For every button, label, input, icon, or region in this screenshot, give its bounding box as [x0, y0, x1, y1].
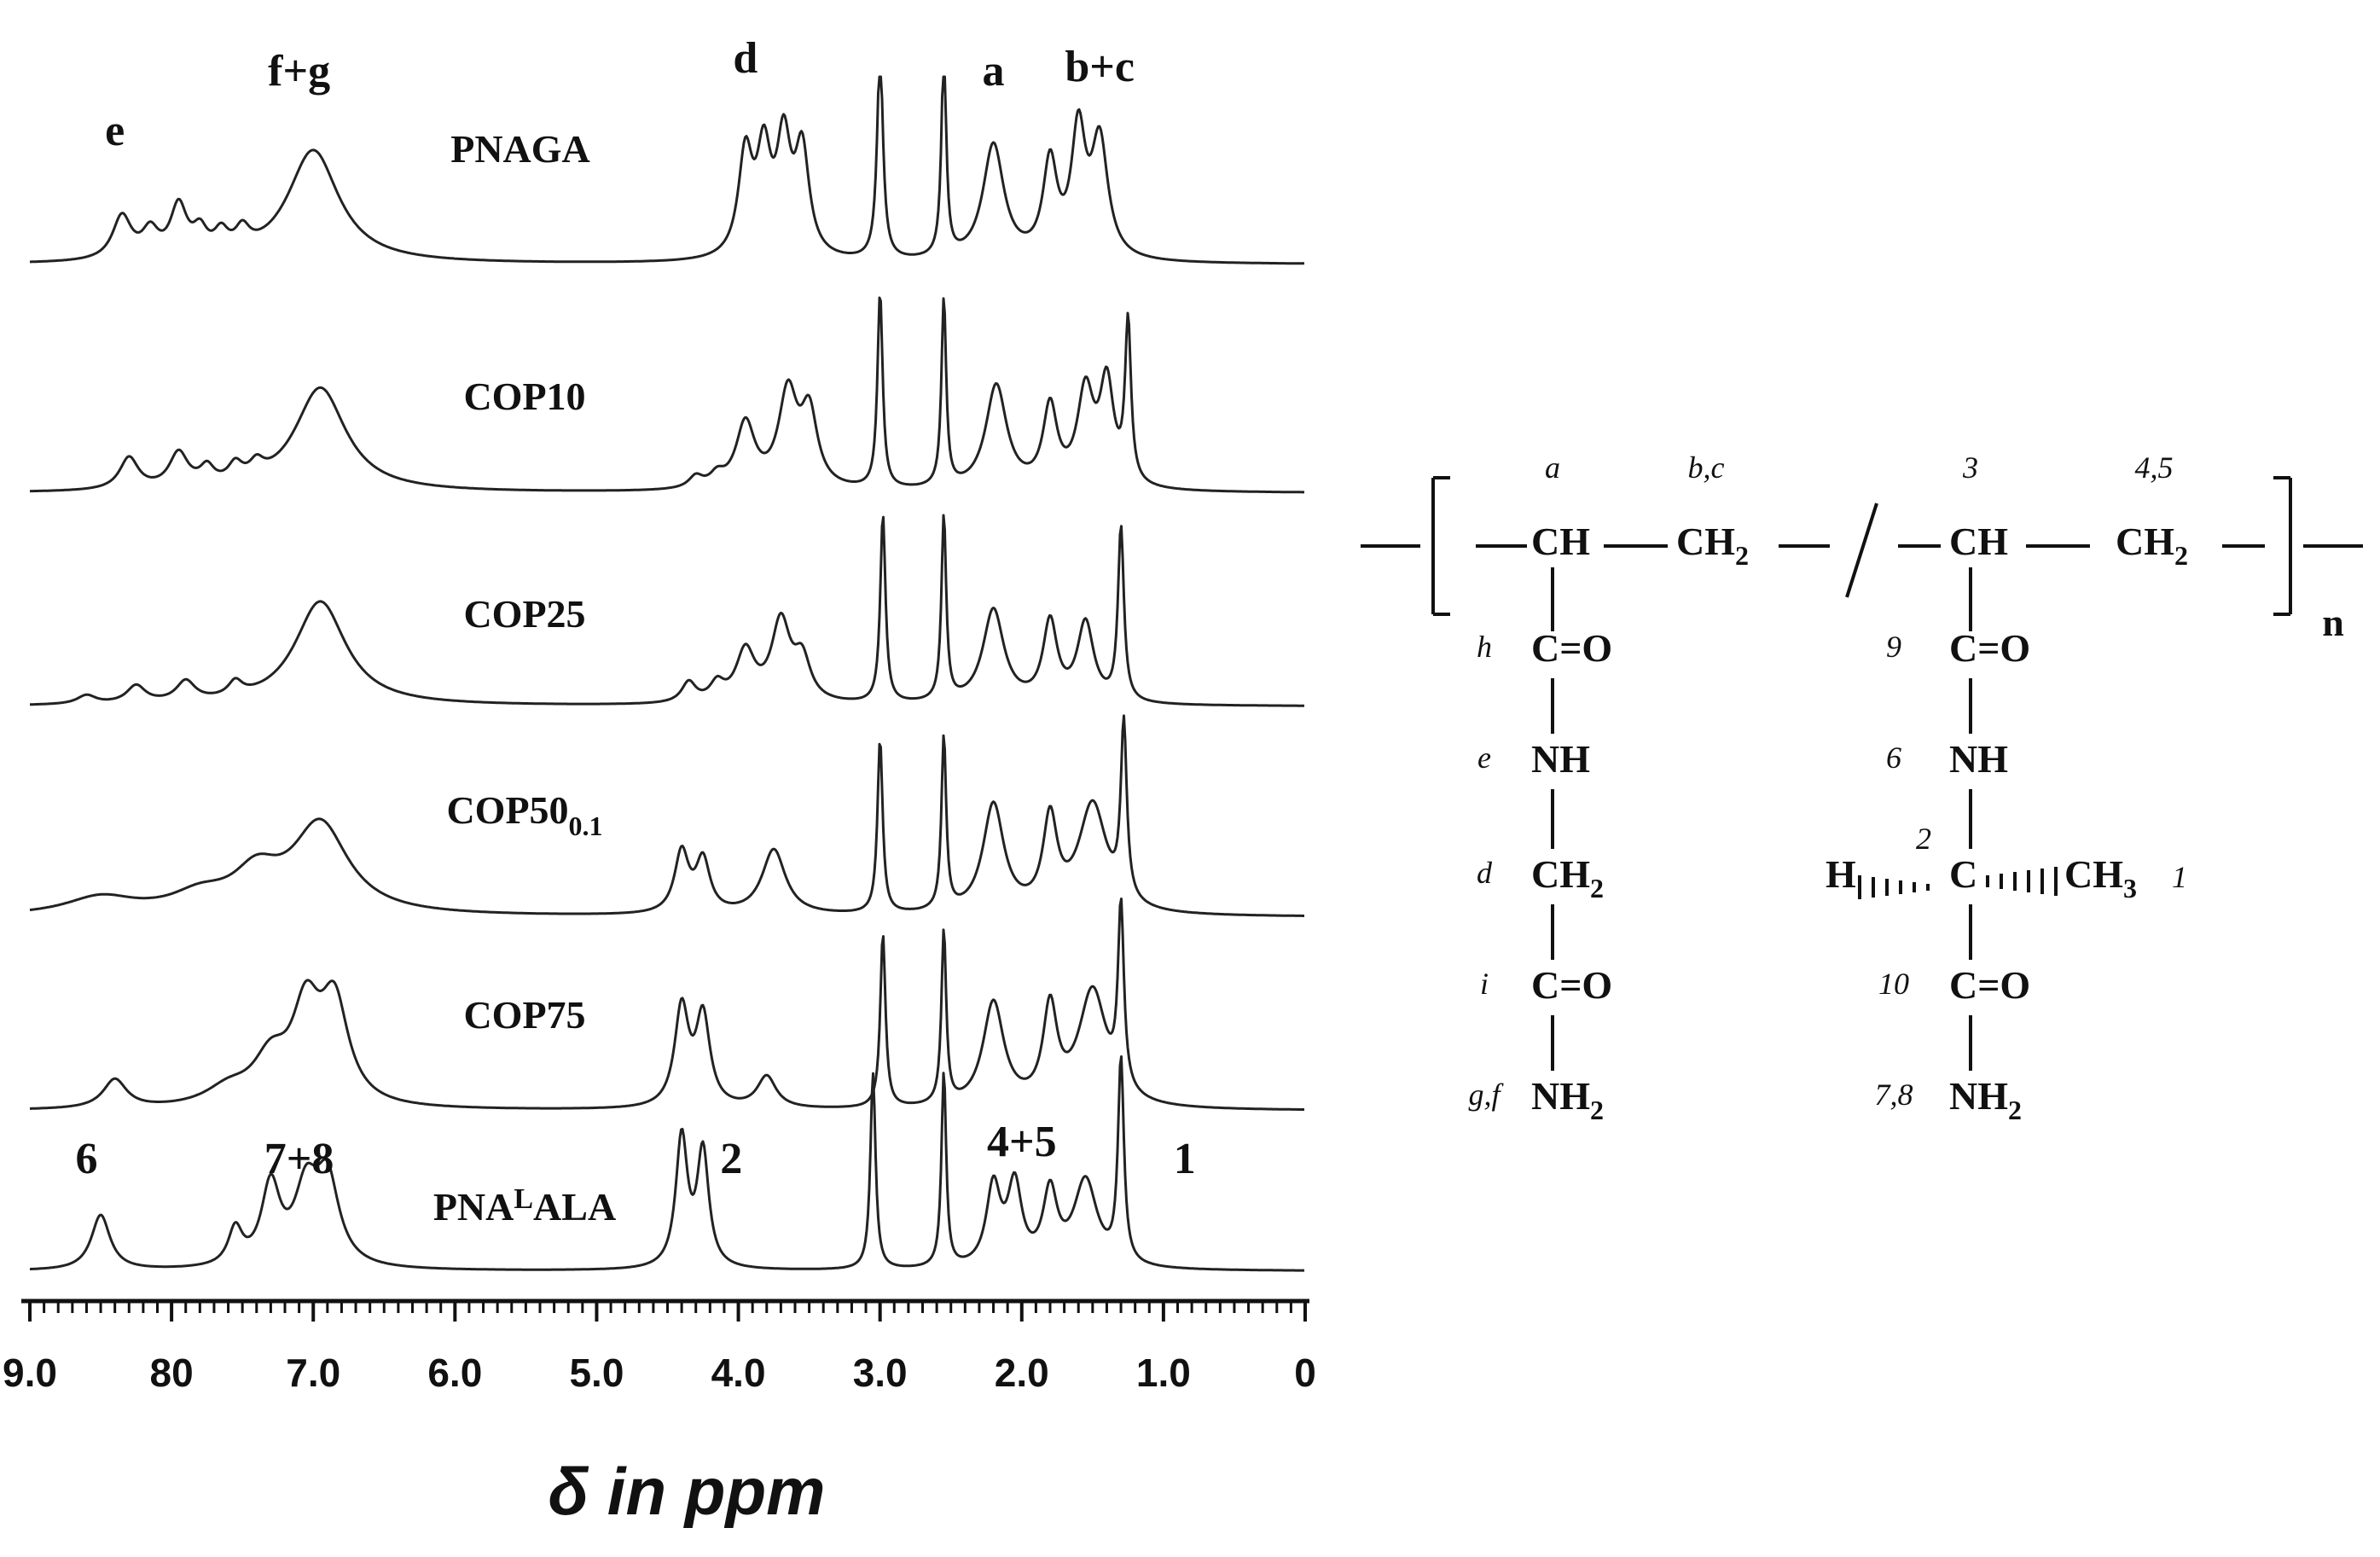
x-tick-label: 2.0 — [995, 1351, 1049, 1395]
peak-label-bottom: 7+8 — [264, 1135, 334, 1183]
alpha-h: H — [1826, 852, 1856, 896]
side-label: 7,8 — [1875, 1078, 1913, 1112]
peak-label-top: a — [983, 47, 1005, 96]
label-1: 1 — [2172, 860, 2187, 894]
sample-label-cop75: COP75 — [463, 993, 585, 1037]
side-group: C=O — [1531, 626, 1612, 670]
side-group: C=O — [1531, 963, 1612, 1007]
side-group: NH — [1531, 737, 1590, 781]
side-group: C — [1949, 852, 1977, 896]
side-label: 9 — [1886, 630, 1901, 664]
nmr-spectra: PNAGA COP10 COP25 COP500.1 COP75 PNALALA e f+g d… — [29, 34, 1304, 1272]
x-tick-label: 0 — [1294, 1351, 1316, 1395]
x-axis-title: δ in ppm — [549, 1454, 826, 1529]
methyl-group: CH3 — [2064, 852, 2137, 903]
backbone-ch2: CH2 — [2116, 520, 2188, 571]
bond — [1845, 503, 1878, 598]
peak-label-top: f+g — [268, 47, 330, 96]
peak-label-bottom: 2 — [720, 1135, 742, 1183]
side-label: e — [1477, 741, 1491, 775]
label-2: 2 — [1916, 822, 1931, 856]
spectrum-cop75 — [30, 898, 1304, 1111]
x-tick-label: 4.0 — [711, 1351, 766, 1395]
x-tick-label: 3.0 — [853, 1351, 908, 1395]
side-label: d — [1477, 856, 1493, 890]
x-tick-label: 5.0 — [569, 1351, 624, 1395]
side-label: 6 — [1886, 741, 1901, 775]
side-group: NH2 — [1949, 1074, 2022, 1125]
label-45: 4,5 — [2135, 450, 2174, 485]
label-3: 3 — [1962, 450, 1978, 485]
backbone-ch2: CH2 — [1676, 520, 1749, 571]
peak-label-top: d — [733, 34, 758, 83]
sample-label-cop50: COP500.1 — [446, 788, 602, 841]
peak-label-top: e — [105, 107, 125, 155]
side-label: i — [1480, 967, 1489, 1001]
x-tick-label: 7.0 — [286, 1351, 340, 1395]
peak-label-bottom: 4+5 — [987, 1118, 1057, 1166]
peak-label-bottom: 1 — [1174, 1135, 1196, 1183]
peak-label-top: b+c — [1065, 43, 1135, 91]
label-bc: b,c — [1688, 450, 1725, 485]
spectrum-cop25 — [30, 514, 1304, 707]
side-label: h — [1477, 630, 1492, 664]
spectrum-pnalala — [29, 1054, 1304, 1272]
side-label: g,f — [1468, 1078, 1504, 1112]
side-label: 10 — [1878, 967, 1909, 1001]
sample-label-pnalala: PNALALA — [433, 1183, 616, 1229]
label-a: a — [1545, 450, 1560, 485]
x-axis: 9.0 80 7.0 6.0 5.0 4.0 3.0 2.0 1.0 0 δ in ppm — [3, 1298, 1316, 1529]
side-group: C=O — [1949, 626, 2030, 670]
spectrum-pnaga — [30, 75, 1304, 265]
sample-label-pnaga: PNAGA — [450, 127, 590, 171]
side-group: C=O — [1949, 963, 2030, 1007]
spectrum-cop10 — [29, 296, 1304, 494]
sample-label-cop25: COP25 — [463, 592, 585, 636]
backbone-ch: CH — [1949, 520, 2008, 563]
peak-label-bottom: 6 — [75, 1135, 97, 1183]
side-group: NH — [1949, 737, 2008, 781]
side-group: NH2 — [1531, 1074, 1604, 1125]
x-tick-label: 9.0 — [3, 1351, 57, 1395]
side-group: CH2 — [1531, 852, 1604, 903]
repeat-n: n — [2322, 601, 2344, 644]
backbone-ch: CH — [1531, 520, 1590, 563]
x-tick-label: 80 — [150, 1351, 194, 1395]
x-tick-label: 6.0 — [427, 1351, 482, 1395]
spectrum-cop50 — [29, 714, 1304, 917]
x-tick-label: 1.0 — [1136, 1351, 1191, 1395]
sample-label-cop10: COP10 — [463, 375, 585, 418]
